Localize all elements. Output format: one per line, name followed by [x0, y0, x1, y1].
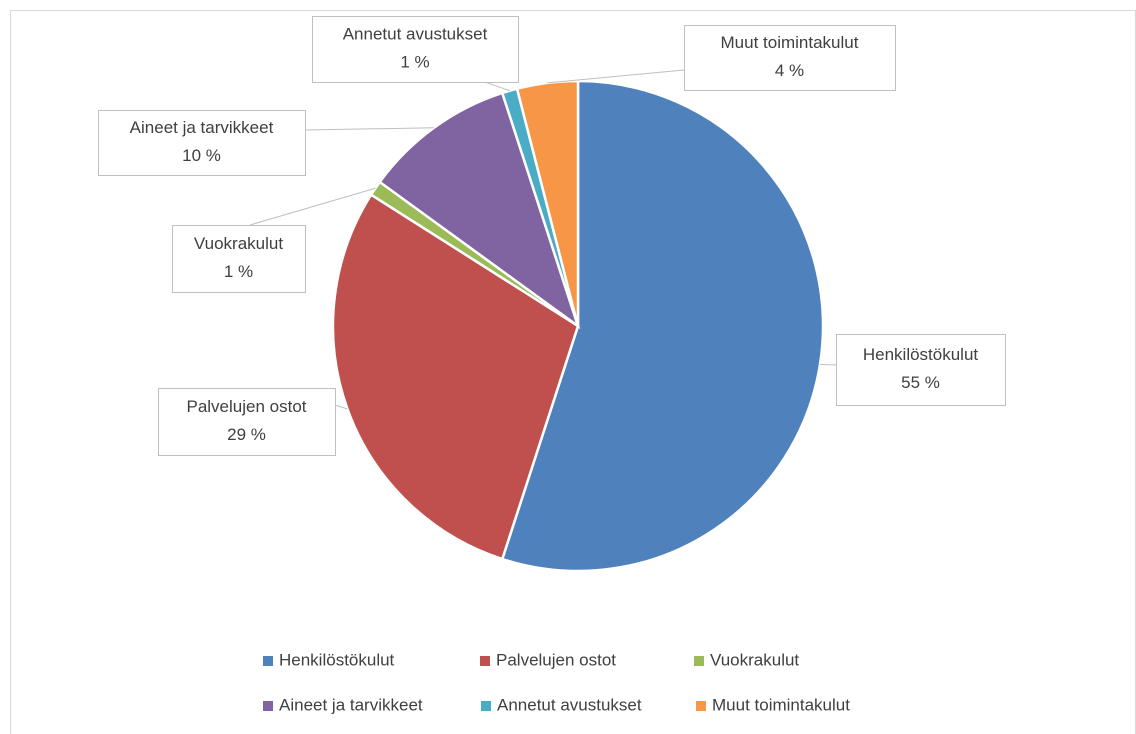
data-label-value: 1 %	[224, 262, 253, 281]
data-label-name: Henkilöstökulut	[863, 345, 979, 364]
label-box	[836, 334, 1006, 406]
legend-label: Henkilöstökulut	[279, 650, 395, 669]
leader-line	[484, 81, 510, 92]
data-label-name: Aineet ja tarvikkeet	[130, 118, 274, 137]
legend-label: Vuokrakulut	[710, 650, 799, 669]
legend-label: Annetut avustukset	[497, 695, 642, 714]
label-box	[684, 25, 896, 91]
data-label-value: 4 %	[775, 61, 804, 80]
leader-line	[249, 187, 376, 226]
data-label-value: 29 %	[227, 425, 266, 444]
leader-line	[334, 404, 348, 410]
legend-swatch	[263, 656, 273, 666]
legend-swatch	[696, 701, 706, 711]
legend-label: Palvelujen ostot	[496, 650, 616, 669]
leader-line	[547, 69, 685, 84]
leader-line	[304, 127, 435, 131]
legend-swatch	[480, 656, 490, 666]
legend-swatch	[481, 701, 491, 711]
data-label-name: Vuokrakulut	[194, 234, 283, 253]
legend-swatch	[694, 656, 704, 666]
pie-slice	[331, 192, 580, 561]
label-box	[98, 110, 306, 176]
data-label-name: Muut toimintakulut	[721, 33, 859, 52]
label-box	[158, 388, 336, 456]
data-label-name: Annetut avustukset	[343, 24, 488, 43]
legend-label: Muut toimintakulut	[712, 695, 850, 714]
legend-label: Aineet ja tarvikkeet	[279, 695, 423, 714]
legend-swatch	[263, 701, 273, 711]
leader-line	[819, 363, 837, 366]
data-label-value: 55 %	[901, 373, 940, 392]
data-label-value: 10 %	[182, 146, 221, 165]
label-box	[312, 16, 519, 83]
data-label-name: Palvelujen ostot	[186, 397, 306, 416]
pie-slice	[378, 91, 581, 330]
label-box	[172, 225, 306, 293]
data-label-value: 1 %	[400, 52, 429, 71]
pie-slice	[500, 79, 825, 573]
